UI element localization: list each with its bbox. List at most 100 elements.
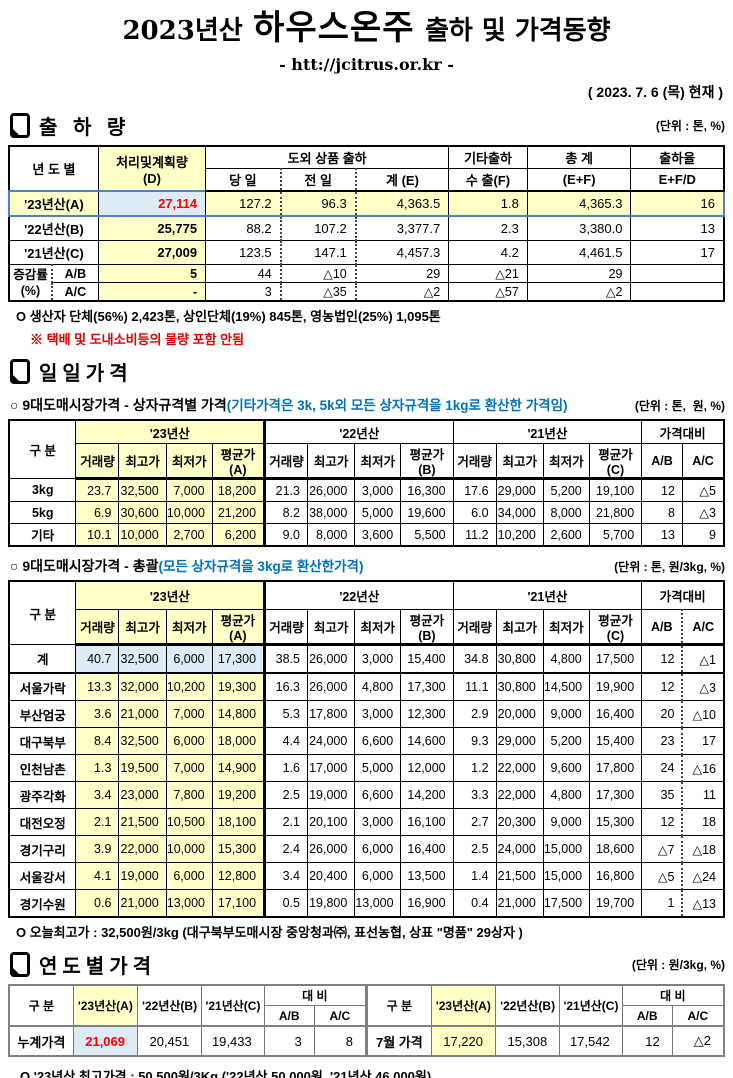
col-header-low: 최저가: [542, 609, 590, 646]
data-cell: 8.4: [75, 727, 120, 755]
data-cell: 19,200: [211, 781, 267, 809]
data-cell: 18,100: [211, 808, 267, 836]
data-cell: 26,000: [306, 672, 356, 701]
col-header-low: 최저가: [165, 443, 213, 480]
data-cell: △2: [526, 282, 632, 302]
data-cell: 16,900: [400, 889, 454, 918]
data-cell: 18: [681, 808, 725, 836]
data-cell: 1.8: [448, 190, 528, 217]
col-header-ac: A/C: [681, 609, 725, 646]
data-cell: 5,200: [542, 478, 590, 502]
header-row: 구 분 '23년산(A) '22년산(B) '21년산(C) 대 비: [366, 984, 725, 1027]
col-header-gubun: 구 분: [8, 580, 77, 645]
data-cell: △1: [681, 644, 725, 674]
col-header-rate: 출하율: [630, 145, 725, 169]
data-cell: 7,000: [165, 700, 213, 728]
data-cell: 9: [681, 523, 725, 547]
data-cell: △21: [448, 264, 528, 283]
data-cell: 32,500: [118, 727, 167, 755]
data-cell: 10.1: [75, 523, 120, 547]
data-cell: 16,300: [400, 478, 454, 502]
unit-label: (단위 : 톤, 원/3kg, %): [614, 560, 725, 574]
data-cell: 0.6: [75, 889, 120, 918]
data-cell: 88.2: [205, 215, 282, 241]
col-header-high: 최고가: [306, 609, 356, 646]
table-row: 기타 10.1 10,000 2,700 6,200 9.0 8,000 3,600 5,500…: [8, 523, 725, 547]
data-cell: 12: [621, 1025, 673, 1057]
data-cell: 14,800: [211, 700, 267, 728]
row-label: 기타: [8, 523, 77, 547]
subsection-total-prices: ○ 9대도매시장가격 - 총괄 (모든 상자규격을 3kg로 환산한가격) (단…: [10, 555, 725, 576]
table-row-july: 7월 가격 17,220 15,308 17,542 12 △2: [366, 1025, 725, 1057]
data-cell: 5,200: [542, 727, 590, 755]
website-url: - htt://jcitrus.or.kr -: [279, 55, 454, 74]
data-cell: 17,100: [211, 889, 267, 918]
data-cell: 2.7: [452, 808, 497, 836]
data-cell: 4.2: [448, 240, 528, 265]
data-cell: 4,365.3: [526, 190, 632, 217]
col-header-avg-a: 평균가(A): [211, 609, 267, 646]
data-cell: 15,300: [588, 808, 643, 836]
data-cell: 29,000: [495, 478, 544, 502]
data-cell: 3,000: [354, 808, 402, 836]
data-cell: 14,200: [400, 781, 454, 809]
data-cell: 17,300: [400, 672, 454, 701]
box-size-price-table: 구 분 '23년산 '22년산 '21년산 가격대비 거래량 최고가 최저가 평…: [8, 419, 725, 547]
table-row: 3kg 23.7 32,500 7,000 18,200 21.3 26,000 3,000 1…: [8, 478, 725, 502]
data-cell: 6,000: [165, 727, 213, 755]
data-cell: 17,800: [306, 700, 356, 728]
row-label: '21년산(C): [8, 240, 99, 265]
data-cell: △5: [641, 862, 683, 890]
data-cell: 3,000: [354, 644, 402, 674]
data-cell: 4,800: [542, 644, 590, 674]
data-cell: △35: [279, 282, 357, 302]
yearly-tables: 구 분 '23년산(A) '22년산(B) '21년산(C) 대 비 A/B A…: [8, 984, 725, 1057]
data-cell: 4.1: [75, 862, 120, 890]
data-cell: 17,300: [588, 781, 643, 809]
market-total-price-table: 구 분 '23년산 '22년산 '21년산 가격대비 거래량 최고가 최저가 평…: [8, 580, 725, 918]
row-label-change: 증감률 (%): [8, 264, 53, 302]
data-cell: 35: [641, 781, 683, 809]
shipment-table: 년 도 별 처리및계획량 (D) 도외 상품 출하 기타출하 총 계 출하율 당…: [7, 145, 726, 302]
data-cell: 3,600: [354, 523, 402, 547]
data-cell: 14,600: [400, 727, 454, 755]
table-row-change-ab: 증감률 (%) A/B 5 44 △10 29 △21 29: [8, 264, 725, 302]
data-cell: 2,600: [542, 523, 590, 547]
col-header-ac: A/C: [681, 443, 725, 480]
data-cell: 19,900: [588, 672, 643, 701]
data-cell: -: [97, 282, 207, 302]
col-header-volume: 거래량: [75, 609, 120, 646]
data-cell: 27,009: [97, 240, 207, 265]
data-cell: 17,542: [559, 1025, 623, 1057]
col-header-plan-line1: 처리및계획량: [116, 154, 188, 170]
data-cell: 38,000: [306, 501, 356, 524]
col-header-volume: 거래량: [264, 609, 308, 646]
data-cell: 16: [630, 190, 726, 217]
data-cell: 40.7: [75, 644, 120, 674]
today-high-note: O 오늘최고가 : 32,500원/3kg (대구북부도매시장 중앙청과㈜, 표…: [16, 925, 523, 940]
data-cell: △2: [671, 1025, 725, 1057]
row-label: 광주각화: [8, 781, 77, 809]
data-cell: 13: [630, 215, 725, 241]
col-header-avg-b: 평균가(B): [400, 609, 454, 646]
data-cell: 2,700: [165, 523, 213, 547]
unit-label: (단위 : 톤, %): [655, 119, 725, 133]
data-cell: 14,500: [542, 672, 590, 701]
data-cell: 7,000: [165, 754, 213, 782]
data-cell: 6,200: [211, 523, 267, 547]
data-cell: 13.3: [75, 672, 120, 701]
data-cell: △10: [681, 700, 725, 728]
col-header-gubun: 구 분: [366, 984, 432, 1027]
data-cell: 17,500: [542, 889, 590, 918]
data-cell: 13: [641, 523, 683, 547]
col-header-prev: 전 일: [279, 168, 357, 192]
col-header-ac: A/C: [313, 1005, 367, 1027]
data-cell: 22,000: [495, 754, 544, 782]
data-cell: 34.8: [452, 644, 497, 674]
data-cell: 29,000: [495, 727, 544, 755]
data-cell: 18,600: [588, 835, 643, 863]
col-header-gubun: 구 분: [8, 419, 77, 479]
data-cell: 19,800: [306, 889, 356, 918]
row-label: 경기구리: [8, 835, 77, 863]
col-header-rate2: E+F/D: [630, 168, 725, 192]
